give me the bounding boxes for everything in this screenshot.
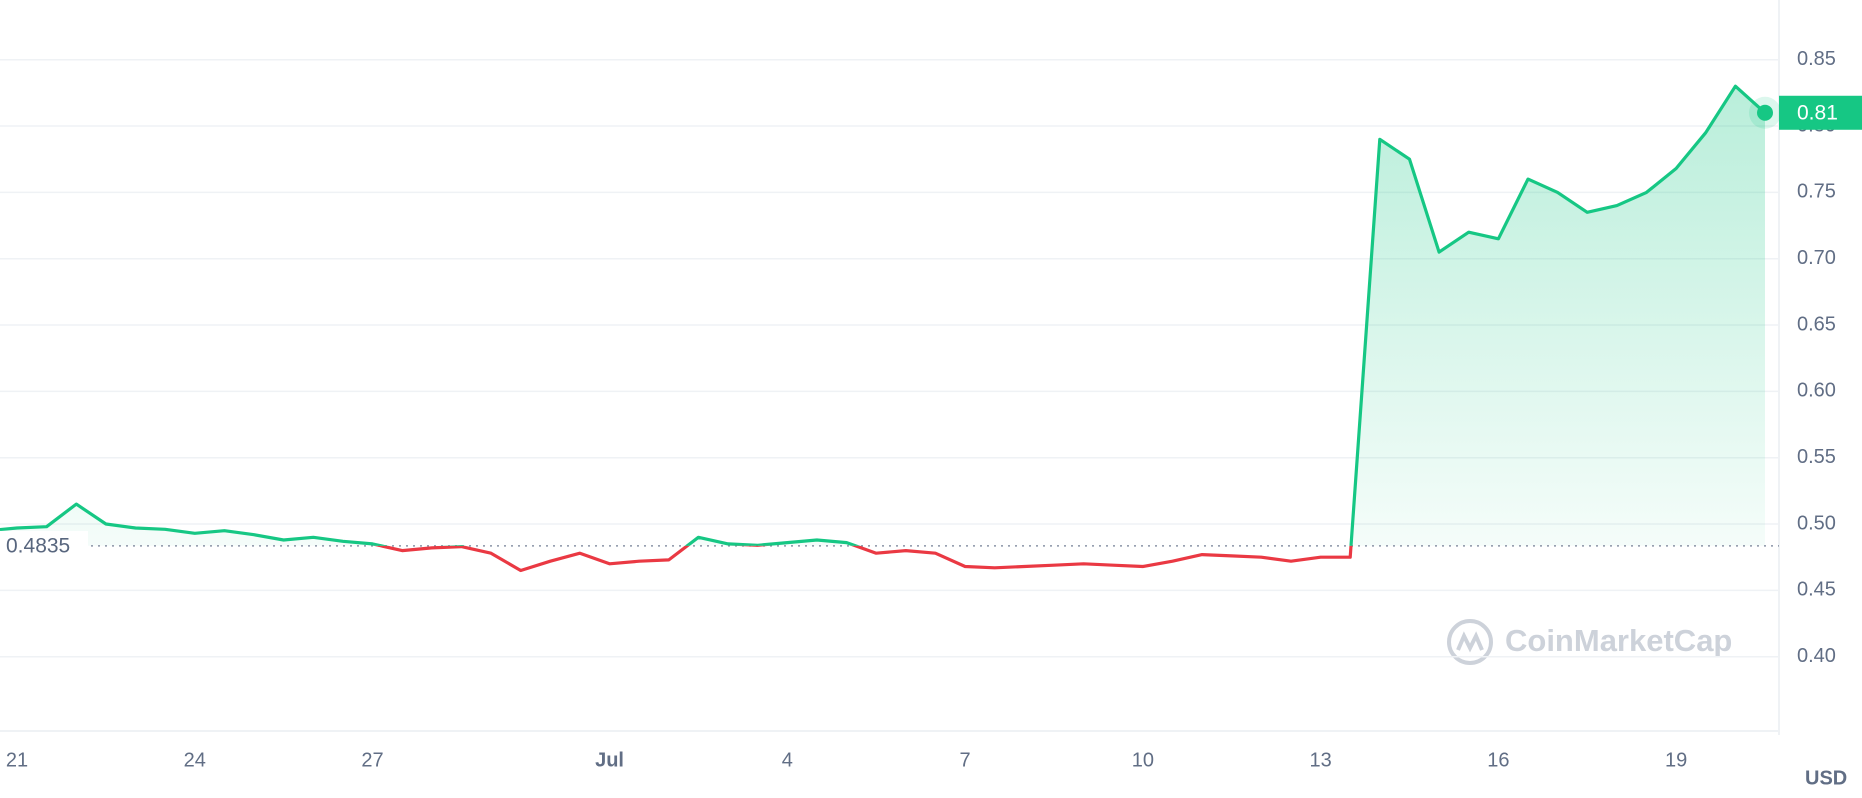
price-tag (1779, 95, 1862, 130)
watermark-logo (1447, 619, 1493, 665)
x-tick-label: 16 (1487, 749, 1509, 771)
y-tick-label: 0.75 (1797, 181, 1836, 203)
watermark: CoinMarketCap (1505, 623, 1732, 658)
last-point (1757, 104, 1773, 121)
x-tick-label: 24 (184, 749, 206, 771)
currency-label: USD (1805, 767, 1847, 789)
y-tick-label: 0.45 (1797, 579, 1836, 601)
y-tick-label: 0.60 (1797, 380, 1836, 402)
y-tick-label: 0.50 (1797, 512, 1836, 534)
price-line-up (0, 84, 1767, 546)
x-tick-label: 21 (6, 749, 28, 771)
x-tick-label: 4 (782, 749, 793, 771)
y-tick-label: 0.70 (1797, 247, 1836, 269)
baseline-label: 0.4835 (6, 534, 70, 557)
baseline-label-bg (0, 530, 88, 561)
y-tick-label: 0.40 (1797, 645, 1836, 667)
x-tick-label: Jul (595, 749, 624, 771)
x-tick-label: 13 (1309, 749, 1331, 771)
price-line-down (374, 545, 1353, 573)
y-tick-label: 0.55 (1797, 446, 1836, 468)
price-area (0, 86, 1765, 546)
y-tick-label: 0.65 (1797, 313, 1836, 335)
price-tag-label: 0.81 (1797, 101, 1838, 124)
x-tick-label: 10 (1132, 749, 1154, 771)
x-tick-label: 7 (960, 749, 971, 771)
x-tick-label: 19 (1665, 749, 1687, 771)
x-tick-label: 27 (361, 749, 383, 771)
y-tick-label: 0.85 (1797, 48, 1836, 70)
